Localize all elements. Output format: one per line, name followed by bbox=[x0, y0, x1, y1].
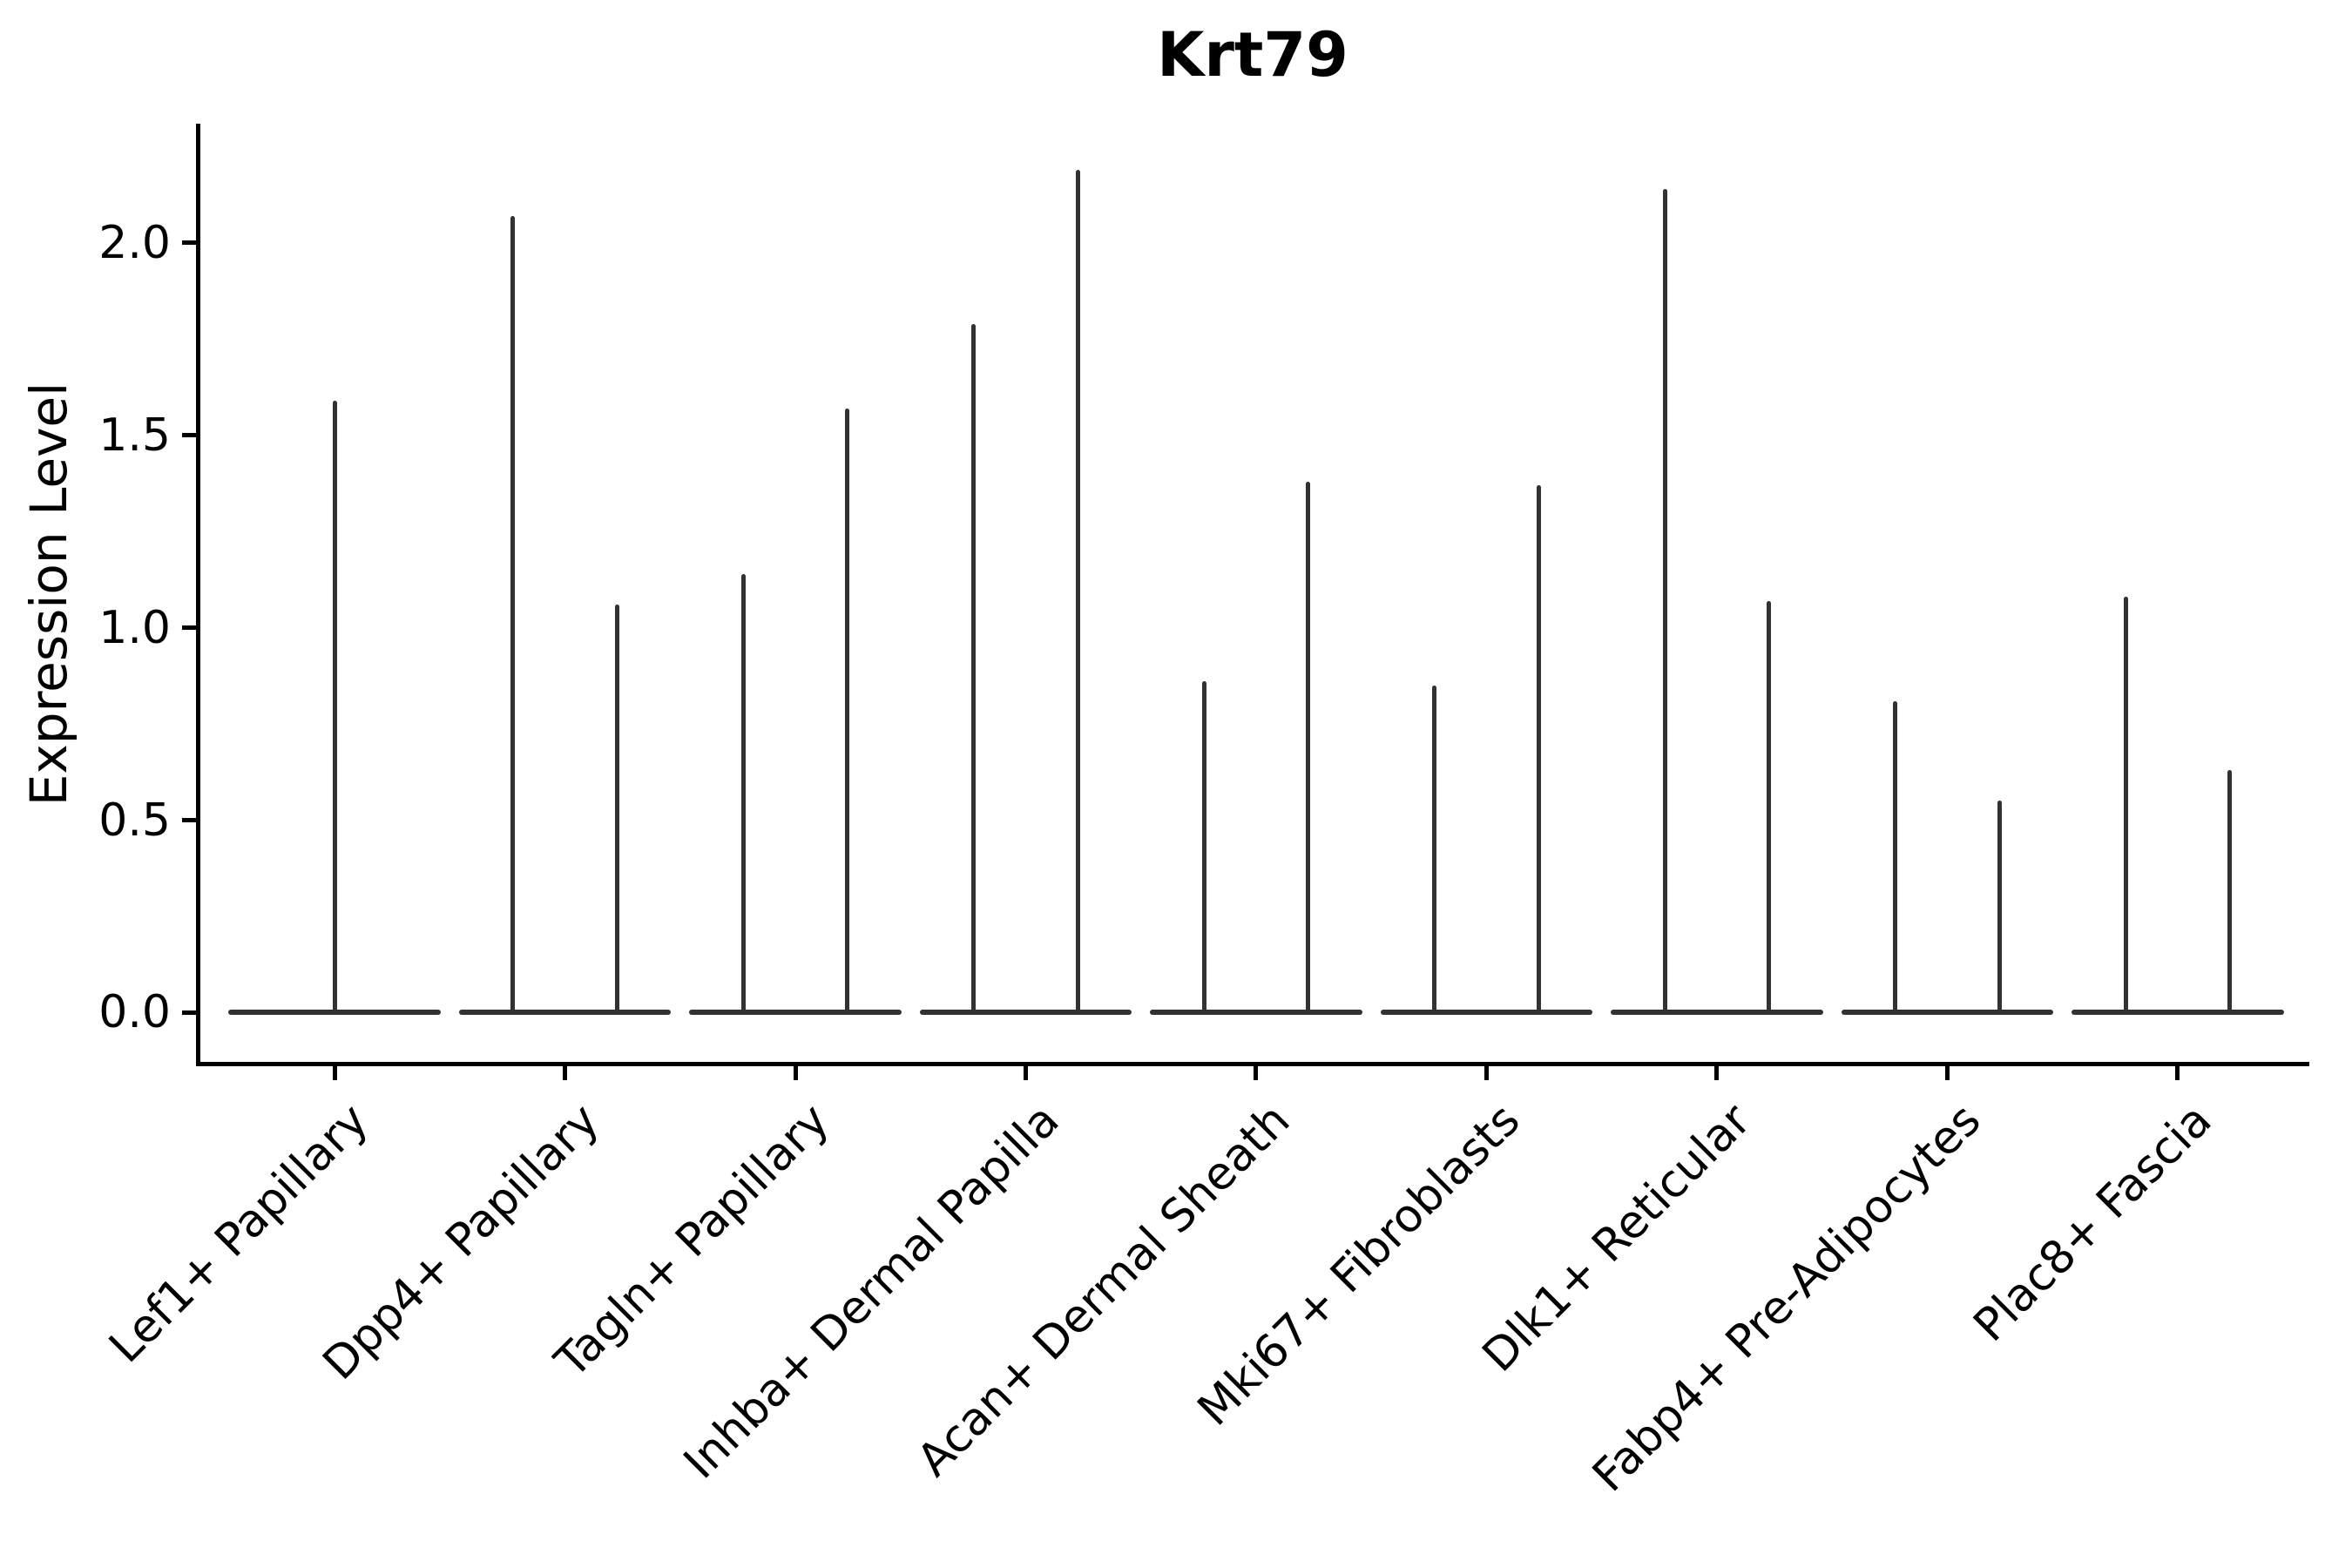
x-tick bbox=[563, 1066, 568, 1080]
violin-spike bbox=[510, 216, 516, 1016]
x-tick bbox=[1254, 1066, 1259, 1080]
violin-spike bbox=[1536, 485, 1541, 1016]
violin-spike bbox=[971, 323, 977, 1016]
violin-spike bbox=[1662, 189, 1667, 1016]
violin-spike bbox=[2123, 597, 2128, 1016]
y-tick bbox=[182, 1010, 196, 1015]
x-tick-label: Acan+ Dermal Sheath bbox=[907, 1094, 1301, 1487]
x-tick-label: Plac8+ Fascia bbox=[1963, 1094, 2222, 1352]
y-tick-label: 1.0 bbox=[98, 601, 171, 654]
x-tick bbox=[793, 1066, 798, 1080]
violin-spike bbox=[1893, 700, 1898, 1016]
x-tick bbox=[1023, 1066, 1028, 1080]
x-tick bbox=[332, 1066, 337, 1080]
x-tick-label: Inhba+ Dermal Papilla bbox=[674, 1094, 1070, 1490]
violin-baseline bbox=[1841, 1010, 2054, 1016]
violin-spike bbox=[614, 605, 619, 1016]
y-tick-label: 0.0 bbox=[98, 986, 171, 1039]
violin-spike bbox=[740, 573, 746, 1016]
x-tick bbox=[2175, 1066, 2180, 1080]
violin-baseline bbox=[1380, 1010, 1593, 1016]
x-axis-spine bbox=[196, 1062, 2309, 1066]
violin-spike bbox=[1997, 801, 2002, 1016]
violin-spike bbox=[1201, 681, 1206, 1016]
violin-baseline bbox=[2072, 1010, 2284, 1016]
y-tick-label: 2.0 bbox=[98, 216, 171, 269]
violin-spike bbox=[2227, 770, 2233, 1016]
violin-baseline bbox=[1611, 1010, 1823, 1016]
chart-title: Krt79 bbox=[1157, 19, 1348, 91]
violin-baseline bbox=[689, 1010, 902, 1016]
violin-spike bbox=[1767, 600, 1772, 1016]
y-tick bbox=[182, 818, 196, 822]
x-tick bbox=[1714, 1066, 1720, 1080]
x-tick-label: Fabp4+ Pre-Adipocytes bbox=[1583, 1094, 1991, 1503]
y-tick-label: 0.5 bbox=[98, 794, 171, 847]
y-tick-label: 1.5 bbox=[98, 409, 171, 462]
y-tick bbox=[182, 625, 196, 631]
x-tick bbox=[1484, 1066, 1489, 1080]
violin-baseline bbox=[919, 1010, 1132, 1016]
violin-spike bbox=[1306, 481, 1311, 1016]
violin-spike bbox=[332, 401, 337, 1016]
y-tick bbox=[182, 240, 196, 246]
violin-spike bbox=[845, 408, 850, 1016]
x-tick bbox=[1944, 1066, 1950, 1080]
violin-spike bbox=[1075, 170, 1080, 1016]
violin-baseline bbox=[458, 1010, 672, 1016]
y-axis-spine bbox=[196, 124, 200, 1066]
y-tick bbox=[182, 433, 196, 438]
violin-baseline bbox=[1150, 1010, 1362, 1016]
violin-spike bbox=[1432, 685, 1437, 1016]
